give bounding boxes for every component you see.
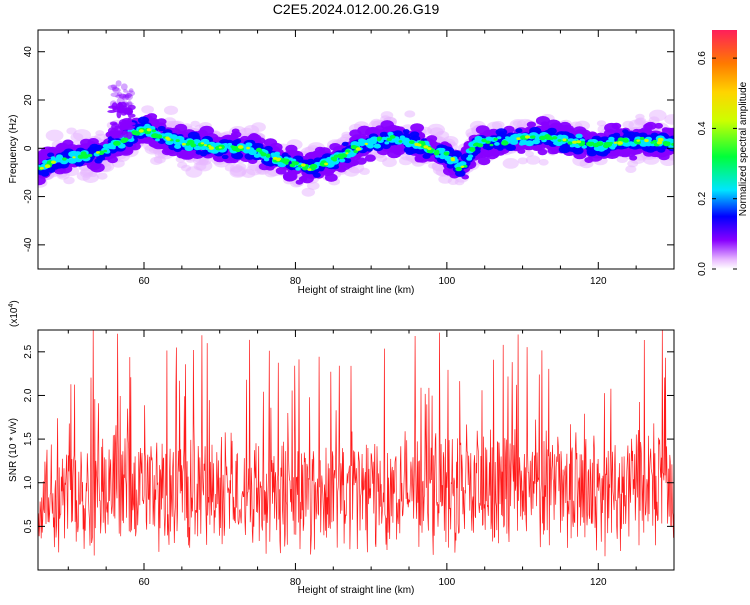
snr-frame (37, 329, 675, 571)
spectrogram-heatmap (38, 80, 674, 197)
colorbar-axes: 0.0 0.2 0.4 0.6 (697, 51, 737, 276)
snr-axes: 60 80 100 120 0.5 1.0 1.5 2.0 2.5 (23, 330, 675, 588)
spectrogram-x-tick-label: 120 (590, 276, 607, 287)
spectrogram-frame (37, 29, 675, 270)
snr-y-label: SNR (10 * v/v) (8, 418, 19, 482)
snr-y-tick-label: 2.5 (23, 344, 34, 358)
colorbar-gradient (712, 30, 737, 269)
snr-x-tick-label: 80 (290, 577, 302, 588)
spectrogram-y-tick-label: 0 (23, 145, 34, 151)
snr-x-tick-label: 60 (138, 577, 150, 588)
snr-x-tick-label: 100 (439, 577, 456, 588)
colorbar-tick-label: 0.6 (697, 51, 708, 65)
snr-y-tick-label: 1.0 (23, 475, 34, 489)
snr-y-tick-label: 2.0 (23, 388, 34, 402)
colorbar-tick-label: 0.4 (697, 121, 708, 135)
spectrogram-plume (107, 80, 136, 140)
snr-y-tick-label: 0.5 (23, 519, 34, 533)
spectrogram-y-tick-label: -20 (23, 189, 34, 204)
spectrogram-y-tick-label: 40 (23, 46, 34, 58)
spectrogram-x-label: Height of straight line (km) (298, 285, 415, 296)
snr-panel: 60 80 100 120 0.5 1.0 1.5 2.0 2.5 Height of stra… (8, 300, 675, 596)
colorbar-tick-label: 0.0 (697, 262, 708, 276)
spectrogram-x-tick-label: 60 (138, 276, 150, 287)
colorbar-tick-label: 0.2 (697, 191, 708, 205)
spectrogram-y-tick-label: 20 (23, 94, 34, 106)
snr-y-tick-label: 1.5 (23, 432, 34, 446)
spectrogram-x-tick-label: 100 (439, 276, 456, 287)
spectrogram-panel: 60 80 100 120 -40 -20 0 20 40 Height of straight… (8, 29, 675, 296)
spectrogram-level-5 (39, 128, 664, 171)
spectrogram-axes: 60 80 100 120 -40 -20 0 20 40 (23, 30, 675, 287)
spectrogram-x-tick-label: 80 (290, 276, 302, 287)
snr-y-scale: (x104) (8, 300, 20, 327)
spectrogram-y-label: Frequency (Hz) (8, 115, 19, 184)
snr-series-line (38, 330, 674, 557)
chart-title: C2E5.2024.012.00.26.G19 (273, 1, 440, 17)
colorbar: 0.0 0.2 0.4 0.6 Normalized spectral amplitu… (697, 30, 749, 276)
spectrogram-y-tick-label: -40 (23, 237, 34, 252)
colorbar-label: Normalized spectral amplitude (738, 81, 749, 216)
snr-x-label: Height of straight line (km) (298, 585, 415, 596)
snr-x-tick-label: 120 (590, 577, 607, 588)
